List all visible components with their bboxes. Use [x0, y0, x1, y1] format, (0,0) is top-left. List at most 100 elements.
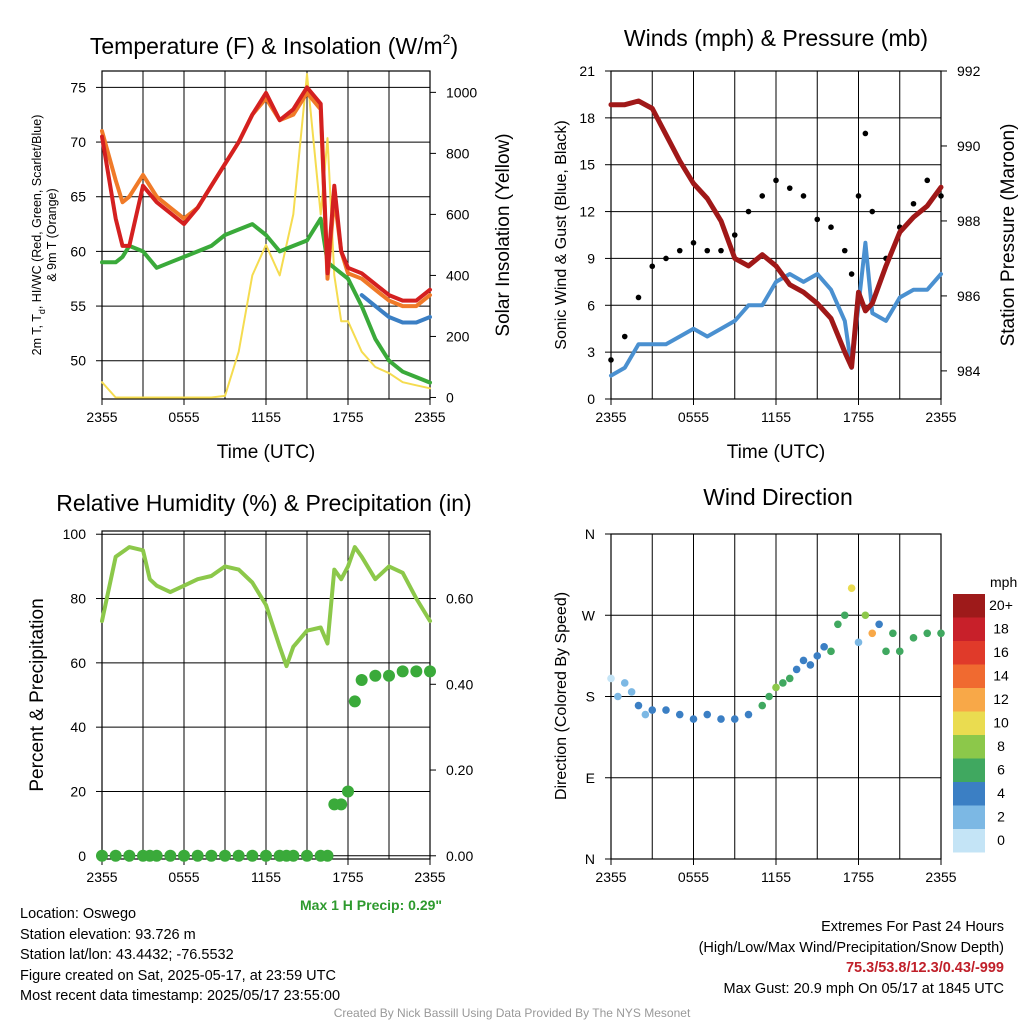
humidity-ytick-right-label: 0.20: [446, 762, 473, 778]
gust-marker: [718, 247, 724, 254]
gust-marker: [649, 263, 656, 270]
gust-marker: [841, 247, 848, 254]
direction-marker: [861, 611, 870, 620]
precip-marker: [355, 673, 368, 686]
wind-direction-ytick-label: S: [586, 689, 595, 705]
precip-marker: [424, 665, 436, 678]
gust-marker: [855, 193, 862, 199]
precip-marker: [191, 849, 204, 862]
speed-legend-label: 14: [993, 668, 1009, 684]
winds-ytick-label: 0: [587, 391, 595, 407]
wind-direction-ytick-label: N: [585, 851, 595, 867]
precip-marker: [232, 849, 245, 862]
temperature-ytick-label: 65: [70, 189, 86, 205]
wind-direction-ytick-label: W: [582, 607, 596, 623]
direction-marker: [730, 715, 739, 723]
precip-marker: [321, 849, 334, 862]
direction-marker: [675, 710, 684, 719]
winds-ytick-label: 15: [579, 157, 595, 173]
temperature-xtick-label: 0555: [168, 409, 199, 425]
speed-legend-label: 6: [997, 762, 1005, 778]
direction-marker: [758, 701, 767, 710]
gust-marker: [862, 130, 869, 137]
speed-legend-swatch: [953, 688, 985, 712]
direction-marker: [909, 634, 918, 642]
station-latlon: Station lat/lon: 43.4432; -76.5532: [20, 947, 234, 963]
temperature-ylabel: 2m T, Td, HI/WC (Red, Green, Scarlet/Blu…: [30, 115, 47, 356]
precip-marker: [383, 669, 395, 682]
humidity-title: Relative Humidity (%) & Precipitation (i…: [56, 490, 471, 516]
precip-marker: [301, 849, 313, 862]
pressure-line: [608, 98, 944, 370]
temperature-ytick-right-label: 600: [446, 206, 470, 222]
direction-marker: [785, 674, 794, 683]
gust-marker: [745, 208, 752, 215]
speed-legend-swatch: [953, 594, 985, 618]
precip-marker: [342, 785, 354, 798]
winds-frame: [610, 70, 942, 400]
gust-marker: [800, 193, 807, 199]
station-elevation: Station elevation: 93.726 m: [20, 926, 196, 943]
gust-marker: [910, 200, 917, 207]
direction-marker: [923, 629, 932, 638]
speed-legend-label: 18: [993, 621, 1009, 637]
gust-marker: [676, 247, 683, 254]
precip-marker: [123, 849, 136, 862]
direction-title: Wind Direction: [703, 484, 853, 510]
direction-marker: [662, 706, 670, 714]
direction-marker: [634, 701, 643, 710]
temperature-ytick-right-label: 1000: [446, 84, 477, 100]
winds-xtick-label: 1755: [843, 409, 874, 425]
speed-legend-swatch: [953, 758, 985, 782]
temperature-xlabel: Time (UTC): [217, 442, 316, 463]
speed-legend-label: 12: [993, 691, 1009, 707]
direction-marker: [937, 629, 945, 638]
direction-marker: [744, 710, 753, 719]
winds-ytick-label: 12: [579, 204, 595, 220]
extremes-values: 75.3/53.8/12.3/0.43/-999: [845, 960, 1004, 976]
gust-marker: [608, 357, 614, 363]
temperature-xtick-label: 2355: [414, 409, 445, 425]
winds-ytick-right-label: 986: [957, 288, 981, 304]
direction-marker: [641, 710, 650, 719]
winds-ytick-right-label: 984: [957, 363, 981, 379]
figure-created: Figure created on Sat, 2025-05-17, at 23…: [20, 967, 336, 984]
temperature-xtick-label: 1155: [251, 409, 281, 425]
speed-legend-label: 10: [993, 715, 1009, 731]
station-info: Location: Oswego Station elevation: 93.7…: [20, 904, 340, 1007]
direction-marker: [847, 584, 856, 592]
precip-marker: [96, 849, 108, 862]
temperature-ytick-label: 75: [70, 79, 86, 95]
humidity-xtick-label: 1155: [251, 869, 281, 885]
direction-marker: [854, 638, 863, 647]
speed-legend-swatch: [953, 805, 985, 829]
temperature-ytick-label: 60: [70, 243, 86, 259]
direction-marker: [875, 620, 883, 629]
extremes-panel: Extremes For Past 24 Hours (High/Low/Max…: [699, 917, 1004, 999]
precip-marker: [369, 669, 382, 682]
windchill-line: [359, 293, 432, 325]
direction-marker: [792, 665, 801, 674]
winds-ytick-right-label: 988: [957, 213, 981, 229]
temperature-ytick-right-label: 400: [446, 267, 470, 283]
direction-marker: [772, 683, 780, 692]
pressure-ylabel: Station Pressure (Maroon): [998, 124, 1019, 347]
humidity-ytick-label: 0: [78, 848, 86, 864]
wind-direction-xtick-label: 1155: [761, 869, 791, 885]
precip-marker: [109, 849, 122, 862]
speed-legend-label: 4: [997, 785, 1005, 801]
humidity-ytick-label: 100: [63, 526, 87, 542]
direction-marker: [717, 715, 725, 723]
direction-marker: [813, 652, 822, 660]
temperature-ytick-label: 70: [70, 134, 86, 150]
speed-legend-swatch: [953, 735, 985, 759]
direction-marker: [889, 629, 897, 638]
direction-marker: [799, 656, 808, 665]
temperature-frame: [101, 70, 431, 400]
speed-legend-label: 20+: [989, 597, 1013, 613]
temperature-xtick-label: 1755: [332, 409, 363, 425]
speed-legend-swatch: [953, 711, 985, 735]
precip-marker: [260, 849, 272, 862]
temperature-title: Temperature (F) & Insolation (W/m2): [90, 31, 458, 59]
